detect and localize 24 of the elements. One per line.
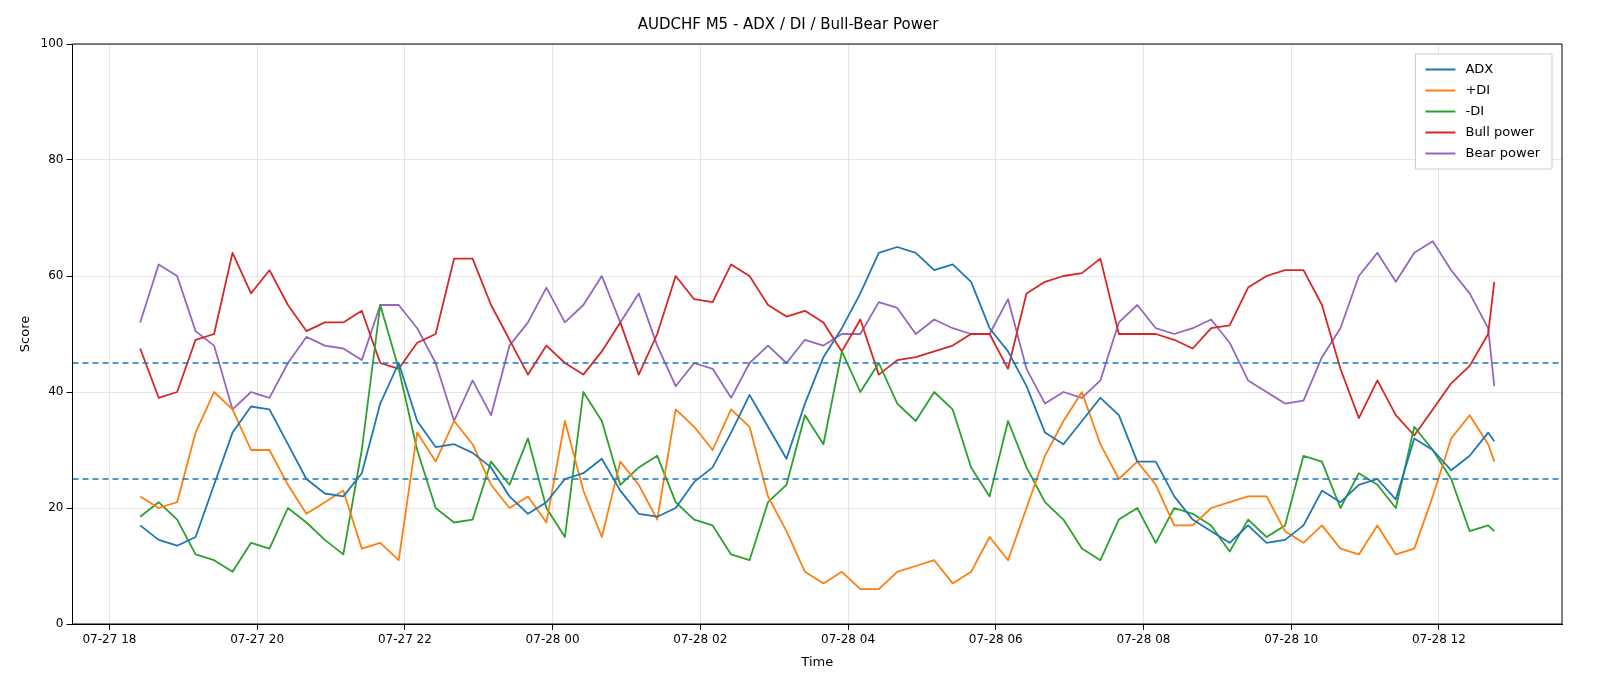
legend-label: -DI bbox=[1465, 102, 1485, 118]
x-tick-label: 07-28 08 bbox=[1116, 632, 1171, 647]
y-tick-label: 40 bbox=[48, 384, 64, 399]
y-tick-label: 80 bbox=[48, 152, 64, 167]
x-tick-label: 07-28 04 bbox=[821, 632, 875, 647]
x-tick-label: 07-27 22 bbox=[377, 632, 432, 647]
x-axis-title: Time bbox=[800, 653, 834, 669]
legend-label: +DI bbox=[1465, 81, 1491, 97]
x-tick-label: 07-27 20 bbox=[230, 632, 285, 647]
x-tick-label: 07-28 10 bbox=[1264, 632, 1319, 647]
y-tick-label: 0 bbox=[55, 616, 64, 631]
y-axis-title: Score bbox=[17, 315, 33, 353]
x-tick-label: 07-28 12 bbox=[1411, 632, 1466, 647]
x-tick-label: 07-27 18 bbox=[82, 632, 137, 647]
legend-label: ADX bbox=[1465, 60, 1494, 76]
legend-label: Bear power bbox=[1465, 144, 1541, 160]
x-tick-label: 07-28 00 bbox=[525, 632, 580, 647]
legend-label: Bull power bbox=[1465, 123, 1535, 139]
x-tick-label: 07-28 02 bbox=[673, 632, 728, 647]
y-tick-label: 60 bbox=[48, 268, 64, 283]
x-tick-label: 07-28 06 bbox=[968, 632, 1023, 647]
chart-title: AUDCHF M5 - ADX / DI / Bull-Bear Power bbox=[637, 14, 940, 33]
y-tick-label: 100 bbox=[40, 36, 64, 51]
y-tick-label: 20 bbox=[48, 500, 64, 515]
